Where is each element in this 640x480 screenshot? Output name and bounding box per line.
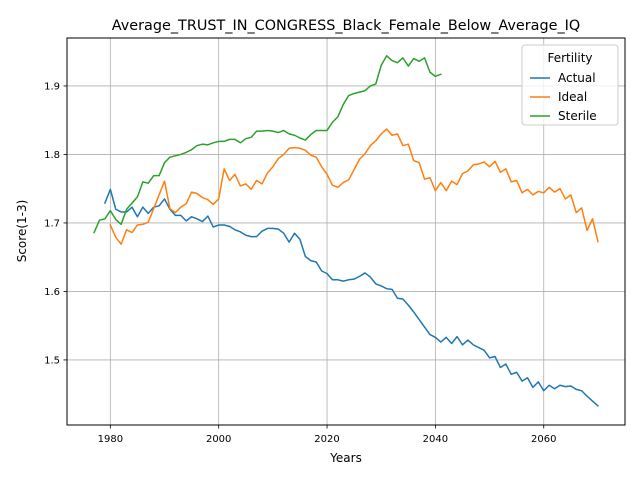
x-tick-label: 2040 [423,434,448,445]
plot-frame [66,37,626,426]
x-tick-label: 2020 [314,434,339,445]
legend-label-actual: Actual [558,71,596,85]
y-tick-label: 1.7 [44,218,60,229]
series-line-ideal [109,128,599,245]
y-tick-label: 1.9 [44,81,60,92]
series-line-actual [103,188,599,407]
y-tick-label: 1.8 [44,150,60,161]
chart-title: Average_TRUST_IN_CONGRESS_Black_Female_B… [112,18,581,34]
legend-title: Fertility [547,51,592,65]
series-line-sterile [93,55,442,234]
y-axis-label: Score(1-3) [15,200,29,263]
x-axis: 1980 2000 2020 2040 2060 [98,425,556,445]
y-tick-label: 1.6 [44,287,60,298]
legend: Fertility Actual Ideal Sterile [521,44,619,126]
y-axis: 1.5 1.6 1.7 1.8 1.9 [44,81,67,366]
legend-label-ideal: Ideal [558,90,587,104]
plot-lines [93,55,599,407]
y-tick-label: 1.5 [44,355,60,366]
x-tick-label: 1980 [98,434,123,445]
x-tick-label: 2060 [531,434,556,445]
legend-box [521,44,619,126]
legend-label-sterile: Sterile [558,109,597,123]
x-tick-label: 2000 [206,434,231,445]
x-axis-label: Years [329,451,362,465]
